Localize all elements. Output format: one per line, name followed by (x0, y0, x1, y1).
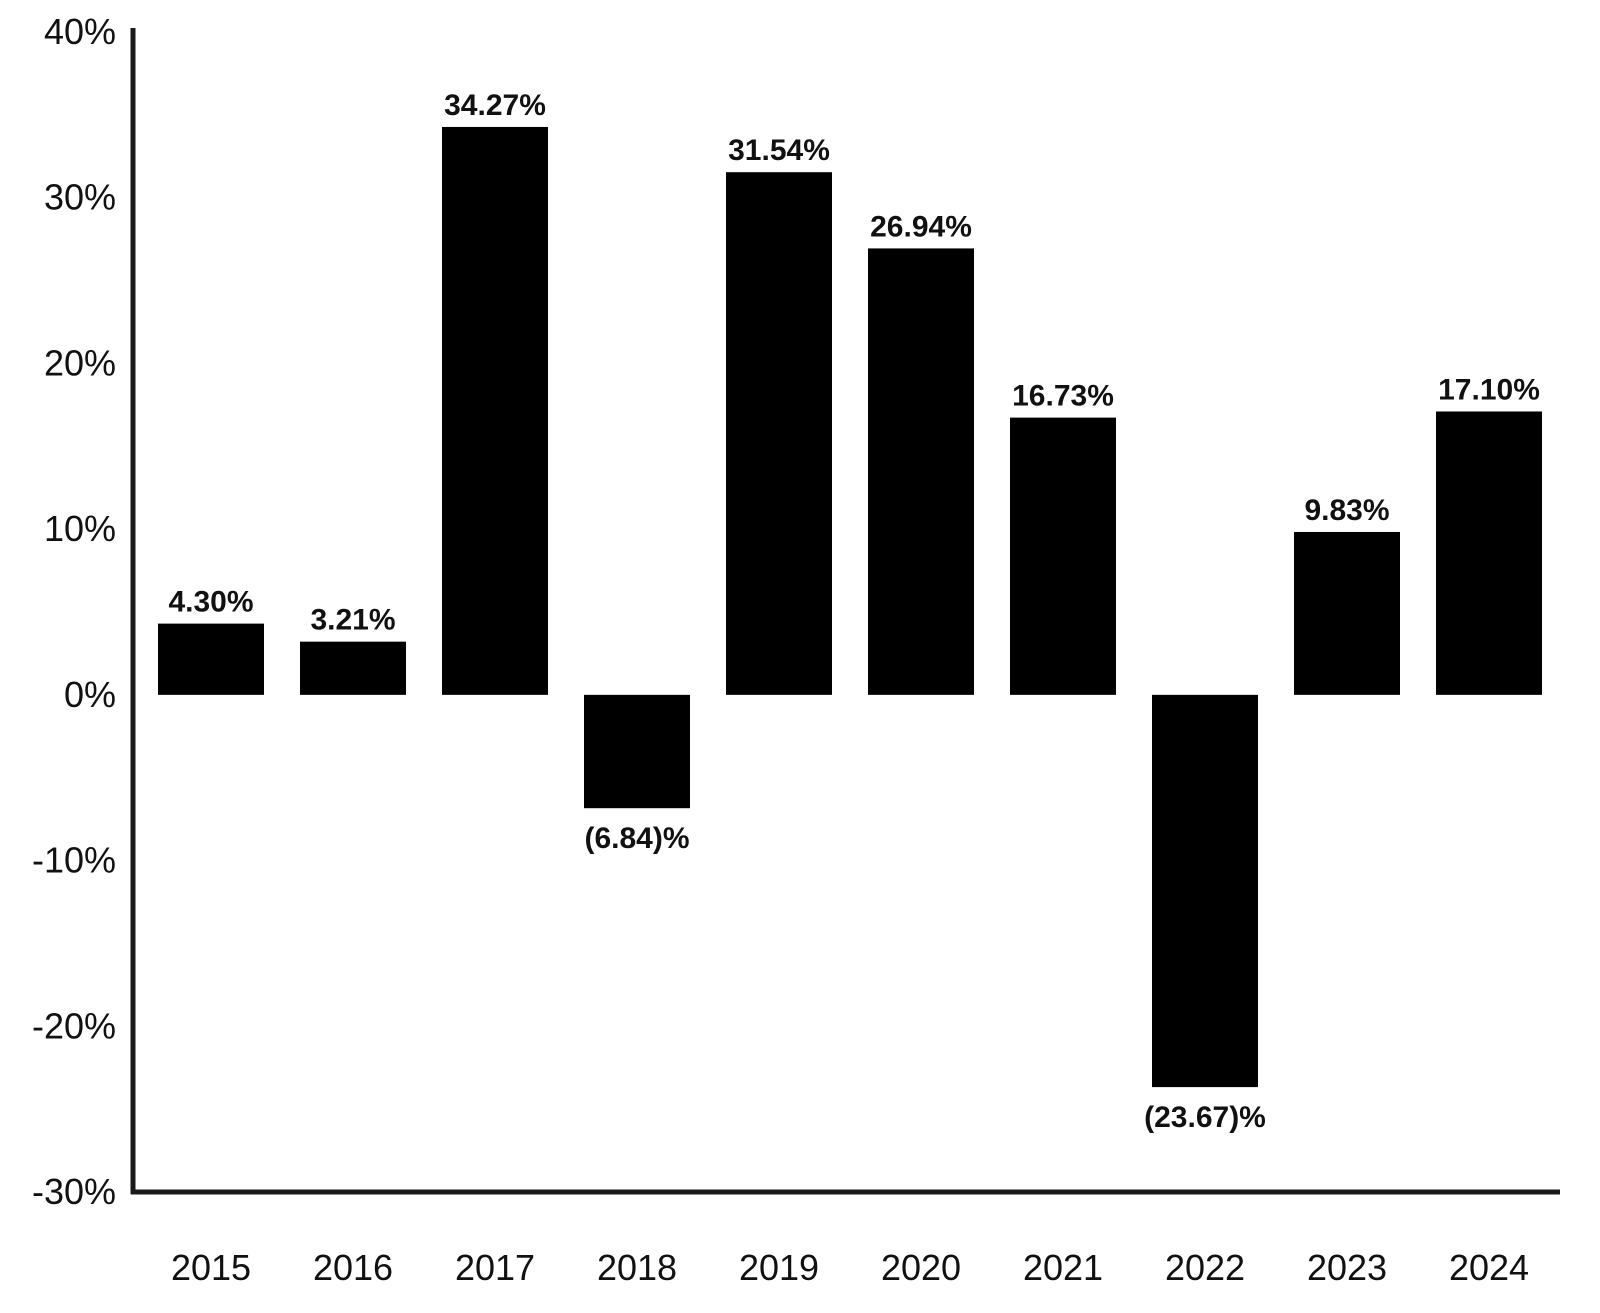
x-tick-label: 2017 (455, 1247, 535, 1288)
data-label: (6.84)% (584, 822, 689, 855)
bar (868, 248, 974, 695)
bar (584, 694, 690, 809)
data-label: 3.21% (310, 604, 395, 637)
x-tick-label: 2020 (881, 1247, 961, 1288)
y-tick-label: -30% (32, 1171, 116, 1212)
data-label: 17.10% (1438, 373, 1540, 406)
data-labels: 4.30% 3.21% 34.27% (6.84)% 31.54% 26.94% 16.73… (168, 89, 1539, 1134)
data-label: (23.67)% (1144, 1101, 1266, 1134)
x-tick-label: 2021 (1023, 1247, 1103, 1288)
x-tick-label: 2022 (1165, 1247, 1245, 1288)
x-tick-label: 2024 (1449, 1247, 1529, 1288)
x-tick-label: 2016 (313, 1247, 393, 1288)
y-axis-tick-labels: 40% 30% 20% 10% 0% -10% -20% -30% (32, 11, 116, 1212)
y-tick-label: 20% (44, 342, 116, 383)
bar (158, 623, 264, 695)
y-tick-label: 10% (44, 508, 116, 549)
y-tick-label: -20% (32, 1005, 116, 1046)
bar (300, 641, 406, 695)
y-tick-label: -10% (32, 840, 116, 881)
x-tick-label: 2018 (597, 1247, 677, 1288)
x-tick-label: 2023 (1307, 1247, 1387, 1288)
bar (726, 172, 832, 695)
data-label: 31.54% (728, 134, 830, 167)
data-label: 34.27% (444, 89, 546, 122)
y-tick-label: 40% (44, 11, 116, 52)
bar (1294, 531, 1400, 695)
bar (1436, 411, 1542, 695)
y-tick-label: 30% (44, 177, 116, 218)
x-axis-tick-labels: 2015 2016 2017 2018 2019 2020 2021 2022 2023 2024 (171, 1247, 1529, 1288)
y-tick-label: 0% (64, 674, 116, 715)
bar (442, 126, 548, 695)
data-label: 26.94% (870, 210, 972, 243)
bar (1010, 417, 1116, 695)
data-label: 4.30% (168, 586, 253, 619)
x-tick-label: 2019 (739, 1247, 819, 1288)
data-label: 16.73% (1012, 380, 1114, 413)
data-label: 9.83% (1304, 494, 1389, 527)
bar (1152, 694, 1258, 1088)
bar-series (158, 126, 1542, 1088)
x-tick-label: 2015 (171, 1247, 251, 1288)
